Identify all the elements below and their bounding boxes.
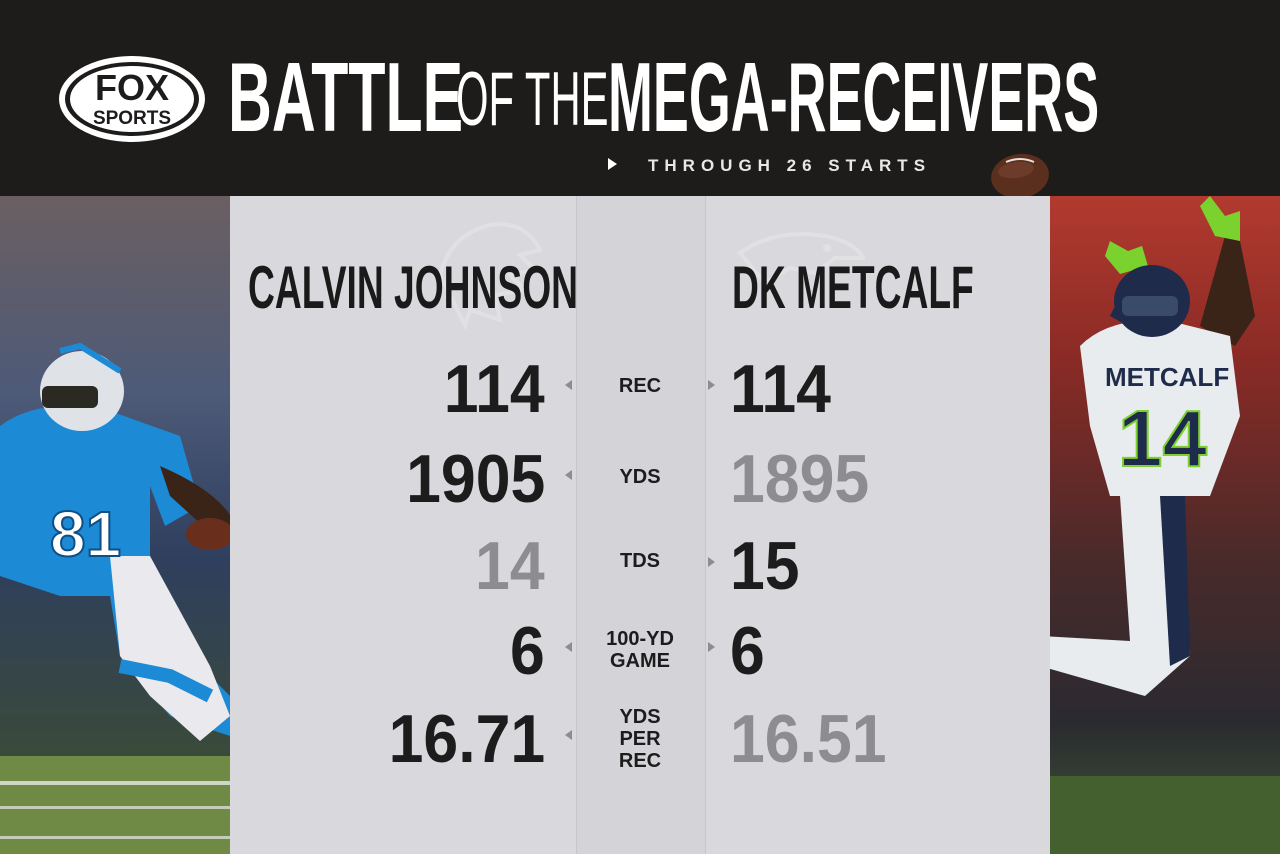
stat-label: TDS bbox=[576, 550, 704, 572]
leader-arrow-right-icon bbox=[708, 380, 715, 390]
dk-metcalf-photo: METCALF 14 bbox=[1050, 196, 1280, 854]
stat-label-line: PER bbox=[619, 728, 661, 750]
seahawks-logo-icon bbox=[737, 232, 865, 286]
stat-label: 100-YD GAME bbox=[576, 628, 704, 672]
play-arrow-icon bbox=[608, 158, 617, 170]
subtitle: THROUGH 26 STARTS bbox=[648, 156, 932, 175]
leader-arrow-right-icon bbox=[708, 557, 715, 567]
player-name-right: DK METCALF bbox=[732, 254, 974, 321]
stat-label-line: YDS bbox=[619, 706, 661, 728]
leader-arrow-left-icon bbox=[565, 470, 572, 480]
fox-sports-logo: FOX SPORTS bbox=[59, 56, 205, 142]
left-jersey-number: 81 bbox=[50, 498, 121, 570]
leader-arrow-right-icon bbox=[708, 642, 715, 652]
logo-text-sports: SPORTS bbox=[93, 108, 171, 129]
calvin-johnson-photo: 81 bbox=[0, 196, 230, 854]
stat-label-line: REC bbox=[618, 750, 662, 772]
stat-value-right: 6 bbox=[730, 613, 765, 689]
title-of-the: OF THE bbox=[456, 57, 609, 142]
stat-value-right: 114 bbox=[730, 351, 831, 427]
dk-metcalf-illustration: METCALF 14 bbox=[1050, 196, 1280, 854]
header-bar: FOX SPORTS BATTLE OF THE MEGA-RECEIVERS … bbox=[0, 0, 1280, 199]
right-jersey-number: 14 bbox=[1118, 394, 1207, 483]
stat-label-line: REC bbox=[618, 375, 662, 397]
stat-value-left: 16.71 bbox=[388, 701, 545, 777]
stat-value-left: 6 bbox=[510, 613, 545, 689]
stat-label-line: YDS bbox=[619, 466, 661, 488]
stat-value-left: 1905 bbox=[405, 441, 545, 517]
leader-arrow-left-icon bbox=[565, 730, 572, 740]
stat-label: REC bbox=[576, 375, 704, 397]
right-jersey-name: METCALF bbox=[1105, 362, 1229, 392]
stat-label: YDS bbox=[576, 466, 704, 488]
stat-label-line: GAME bbox=[610, 650, 670, 672]
stat-value-right: 16.51 bbox=[730, 701, 887, 777]
stat-label-line: TDS bbox=[620, 550, 660, 572]
lions-logo-icon bbox=[437, 222, 543, 330]
leader-arrow-left-icon bbox=[565, 380, 572, 390]
logo-text-fox: FOX bbox=[95, 67, 169, 108]
calvin-johnson-illustration: 81 bbox=[0, 342, 230, 854]
stat-value-left: 14 bbox=[475, 528, 545, 604]
title-battle: BATTLE bbox=[228, 42, 464, 152]
player-name-left: CALVIN JOHNSON bbox=[248, 254, 579, 321]
stat-label-line: 100-YD bbox=[606, 628, 674, 650]
stat-label: YDS PER REC bbox=[576, 706, 704, 772]
stat-value-left: 114 bbox=[444, 351, 545, 427]
title-mega-receivers: MEGA-RECEIVERS bbox=[608, 42, 1100, 152]
stat-label-column bbox=[576, 196, 706, 854]
stat-value-right: 1895 bbox=[730, 441, 870, 517]
stat-value-right: 15 bbox=[730, 528, 800, 604]
football-icon bbox=[991, 153, 1049, 199]
leader-arrow-left-icon bbox=[565, 642, 572, 652]
